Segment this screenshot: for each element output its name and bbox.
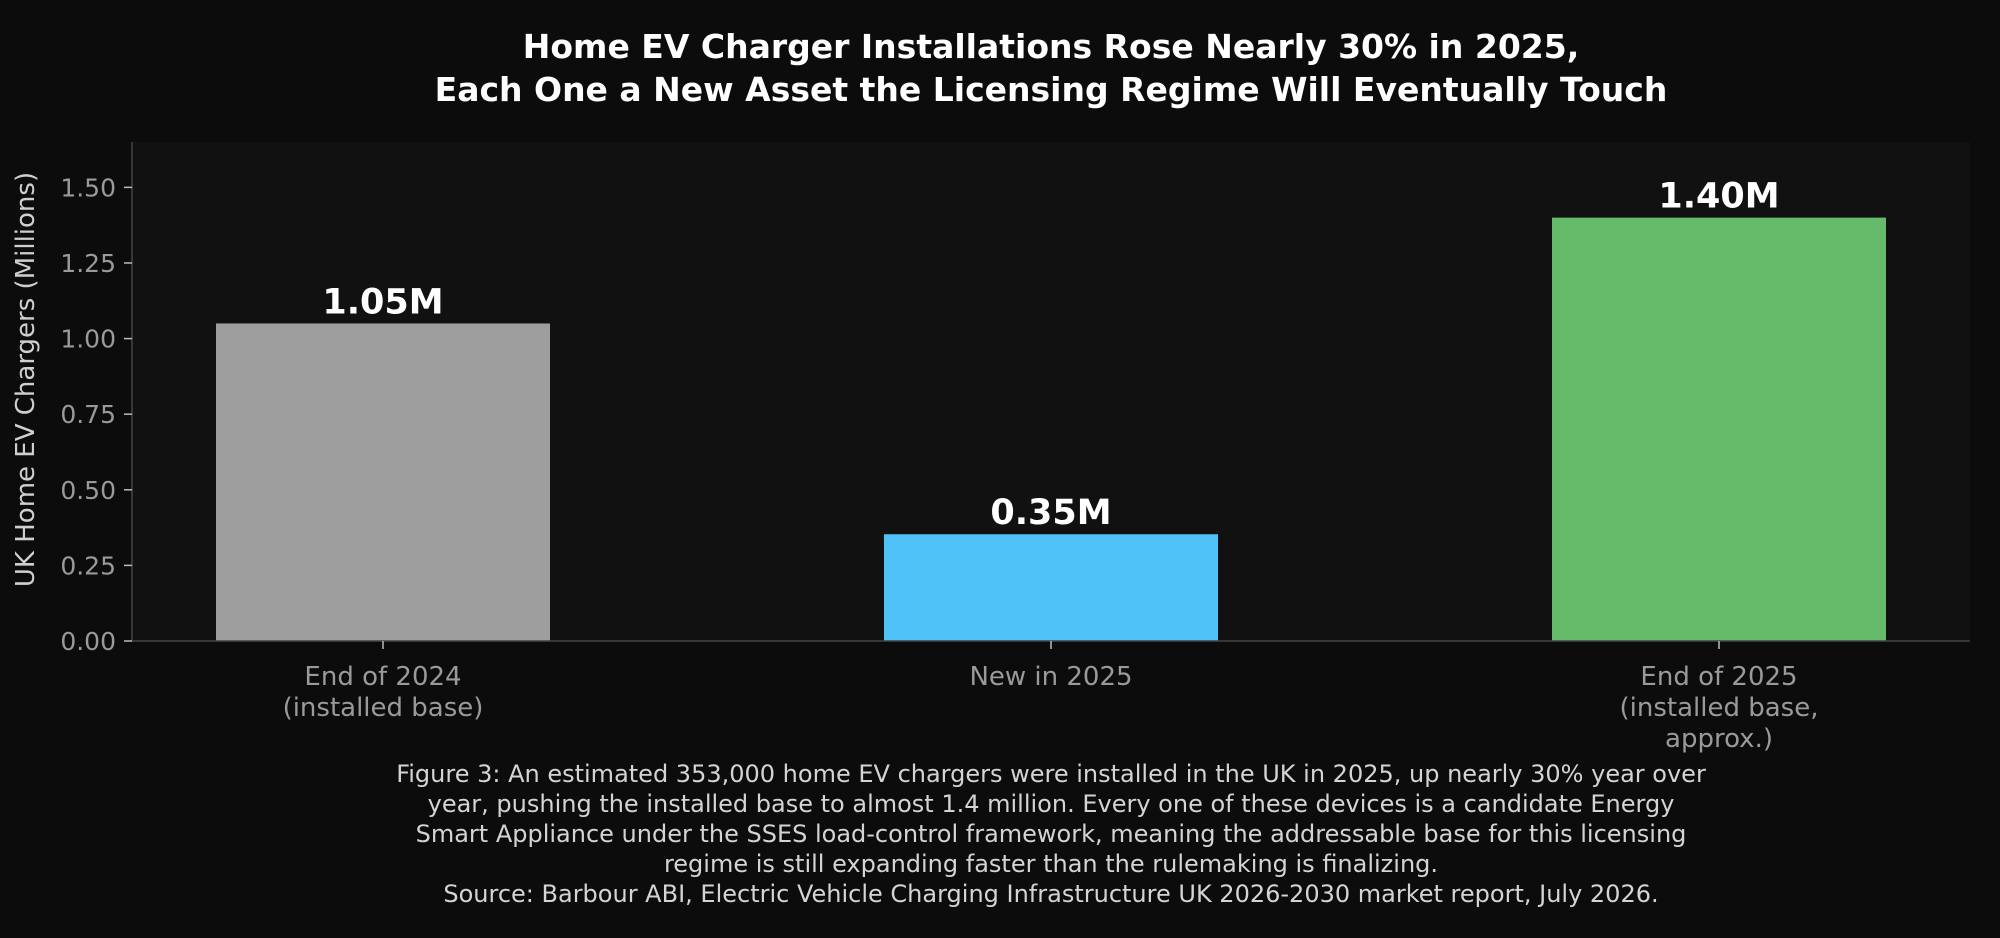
x-tick-label: End of 2025 <box>1640 662 1797 692</box>
y-tick-label: 0.75 <box>60 400 116 429</box>
caption-line-4: regime is still expanding faster than th… <box>664 850 1438 878</box>
caption-line-1: Figure 3: An estimated 353,000 home EV c… <box>396 760 1706 788</box>
x-tick-label: (installed base, <box>1620 693 1819 723</box>
y-tick-label: 0.00 <box>60 627 116 656</box>
data-label-3: 1.40M <box>1658 177 1779 217</box>
y-axis-label: UK Home EV Chargers (Millions) <box>11 172 41 587</box>
data-labels: 1.05M 0.35M 1.40M <box>322 177 1779 534</box>
data-label-2: 0.35M <box>990 493 1111 533</box>
x-tick-label: End of 2024 <box>304 662 461 692</box>
x-tick-label: (installed base) <box>283 693 484 723</box>
y-tick-label: 0.50 <box>60 476 116 505</box>
x-axis-ticks: End of 2024(installed base) New in 2025 En… <box>283 641 1819 754</box>
chart-title-line-1: Home EV Charger Installations Rose Nearl… <box>523 27 1579 66</box>
caption-line-2: year, pushing the installed base to almo… <box>428 790 1675 818</box>
data-label-1: 1.05M <box>322 282 443 322</box>
bar-1 <box>216 323 550 641</box>
figure-caption: Figure 3: An estimated 353,000 home EV c… <box>396 760 1706 908</box>
bar-3 <box>1552 217 1886 641</box>
caption-line-5: Source: Barbour ABI, Electric Vehicle Ch… <box>443 880 1658 908</box>
chart-title: Home EV Charger Installations Rose Nearl… <box>435 27 1668 109</box>
caption-line-3: Smart Appliance under the SSES load-cont… <box>416 820 1687 848</box>
y-tick-label: 0.25 <box>60 551 116 580</box>
y-tick-label: 1.25 <box>60 249 116 278</box>
y-tick-label: 1.00 <box>60 325 116 354</box>
chart-title-line-2: Each One a New Asset the Licensing Regim… <box>435 70 1668 109</box>
y-axis-ticks: 0.00 0.25 0.50 0.75 1.00 1.25 1.50 <box>60 173 132 656</box>
x-tick-label: approx.) <box>1665 724 1773 754</box>
bars <box>216 217 1886 641</box>
y-tick-label: 1.50 <box>60 173 116 202</box>
x-tick-label: New in 2025 <box>969 662 1132 692</box>
bar-2 <box>884 534 1218 641</box>
